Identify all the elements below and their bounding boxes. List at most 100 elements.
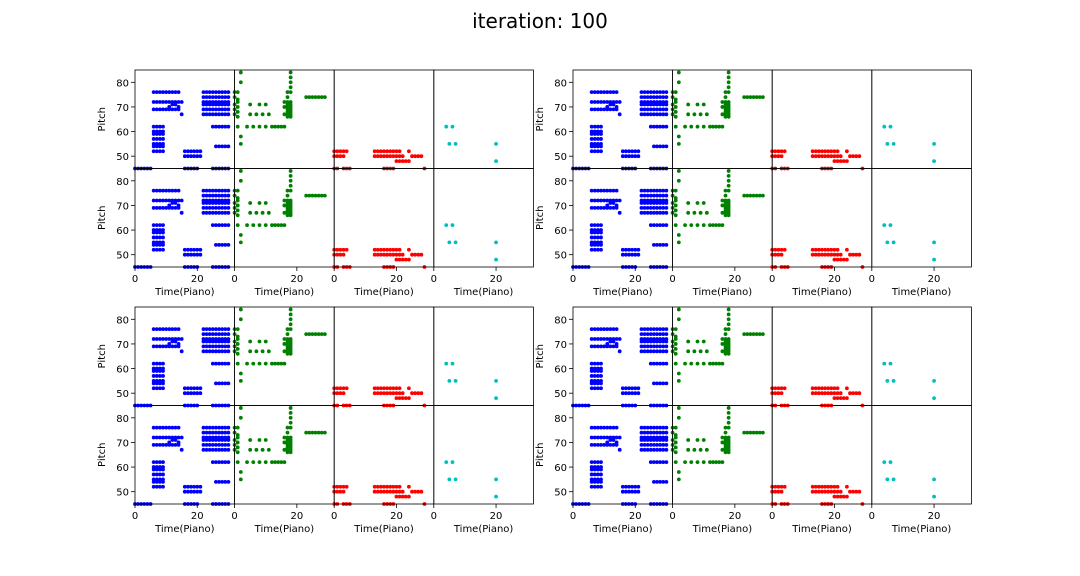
scatter-point bbox=[599, 435, 603, 440]
scatter-point bbox=[776, 149, 781, 154]
scatter-point bbox=[391, 484, 396, 489]
scatter-point bbox=[251, 124, 256, 129]
scatter-point bbox=[158, 460, 162, 465]
scatter-point bbox=[201, 198, 206, 203]
scatter-point bbox=[708, 361, 712, 366]
scatter-point bbox=[217, 327, 221, 332]
scatter-point bbox=[204, 188, 209, 193]
scatter-point bbox=[288, 90, 293, 95]
scatter-point bbox=[776, 386, 781, 391]
scatter-point bbox=[592, 149, 597, 154]
scatter-point bbox=[220, 242, 225, 247]
scatter-point bbox=[648, 223, 653, 228]
scatter-point bbox=[158, 141, 162, 146]
scatter-point bbox=[161, 425, 165, 430]
scatter-point bbox=[695, 102, 700, 107]
scatter-point bbox=[207, 206, 212, 210]
subplot-frame bbox=[433, 405, 534, 505]
scatter-point bbox=[214, 95, 218, 99]
scatter-point bbox=[596, 337, 600, 341]
scatter-point bbox=[599, 206, 603, 210]
scatter-point bbox=[823, 252, 828, 257]
scatter-point bbox=[698, 210, 703, 215]
scatter-point bbox=[614, 440, 619, 445]
scatter-point bbox=[658, 210, 663, 215]
scatter-point bbox=[282, 198, 287, 203]
scatter-point bbox=[154, 366, 159, 371]
scatter-point bbox=[378, 252, 383, 257]
scatter-point bbox=[238, 415, 243, 420]
scatter-point bbox=[599, 472, 603, 477]
scatter-point bbox=[857, 489, 862, 494]
scatter-point bbox=[776, 252, 781, 257]
subplot-frame bbox=[134, 69, 235, 169]
scatter-point bbox=[720, 460, 725, 465]
subplot-frame bbox=[333, 168, 435, 268]
scatter-point bbox=[201, 443, 206, 447]
scatter-point bbox=[652, 95, 656, 99]
scatter-point bbox=[655, 430, 659, 435]
scatter-point bbox=[645, 349, 650, 354]
x-axis-label: Time(Piano) bbox=[254, 287, 315, 298]
scatter-point bbox=[652, 443, 656, 447]
scatter-point bbox=[602, 100, 607, 104]
scatter-point bbox=[195, 386, 200, 391]
scatter-point bbox=[832, 391, 837, 396]
y-tick-label: 80 bbox=[554, 78, 567, 89]
scatter-point bbox=[335, 247, 340, 252]
scatter-point bbox=[835, 494, 840, 499]
scatter-point bbox=[648, 430, 653, 435]
scatter-point bbox=[279, 223, 284, 228]
scatter-point bbox=[151, 327, 156, 332]
scatter-point bbox=[223, 124, 228, 129]
scatter-point bbox=[592, 129, 597, 134]
subplot-frame bbox=[134, 306, 235, 406]
scatter-point bbox=[341, 252, 346, 257]
scatter-point bbox=[882, 460, 887, 465]
scatter-point bbox=[658, 107, 663, 112]
scatter-point bbox=[596, 435, 600, 440]
scatter-point bbox=[385, 149, 390, 154]
scatter-point bbox=[829, 489, 834, 494]
scatter-point bbox=[720, 435, 725, 440]
scatter-point bbox=[214, 425, 218, 430]
scatter-point bbox=[154, 198, 159, 203]
scatter-point bbox=[642, 90, 647, 95]
scatter-point bbox=[158, 366, 162, 371]
scatter-point bbox=[226, 193, 231, 198]
scatter-point bbox=[848, 252, 852, 257]
scatter-point bbox=[226, 460, 231, 465]
scatter-point bbox=[630, 252, 635, 257]
scatter-point bbox=[589, 100, 594, 104]
scatter-point bbox=[676, 477, 681, 482]
scatter-point bbox=[596, 477, 600, 482]
scatter-point bbox=[407, 257, 411, 262]
scatter-point bbox=[701, 438, 706, 442]
scatter-point bbox=[599, 90, 603, 95]
scatter-point bbox=[394, 252, 399, 257]
scatter-point bbox=[210, 124, 215, 129]
scatter-point bbox=[235, 203, 240, 208]
scatter-point bbox=[642, 198, 647, 203]
scatter-point bbox=[617, 349, 622, 354]
scatter-point bbox=[382, 489, 386, 494]
scatter-point bbox=[407, 159, 411, 164]
scatter-point bbox=[773, 154, 778, 159]
scatter-point bbox=[692, 447, 697, 452]
scatter-point bbox=[282, 447, 287, 452]
scatter-point bbox=[285, 198, 290, 203]
scatter-point bbox=[288, 75, 293, 80]
scatter-point bbox=[304, 430, 309, 435]
scatter-point bbox=[176, 90, 181, 95]
scatter-point bbox=[823, 247, 828, 252]
scatter-point bbox=[235, 450, 240, 455]
scatter-point bbox=[410, 391, 414, 396]
scatter-point bbox=[605, 188, 610, 193]
scatter-point bbox=[633, 391, 638, 396]
scatter-point bbox=[810, 391, 815, 396]
scatter-point bbox=[158, 247, 162, 252]
scatter-point bbox=[335, 484, 340, 489]
scatter-point bbox=[658, 430, 663, 435]
scatter-point bbox=[273, 124, 277, 129]
